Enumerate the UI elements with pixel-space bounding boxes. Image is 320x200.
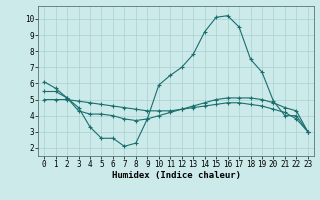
X-axis label: Humidex (Indice chaleur): Humidex (Indice chaleur) [111,171,241,180]
